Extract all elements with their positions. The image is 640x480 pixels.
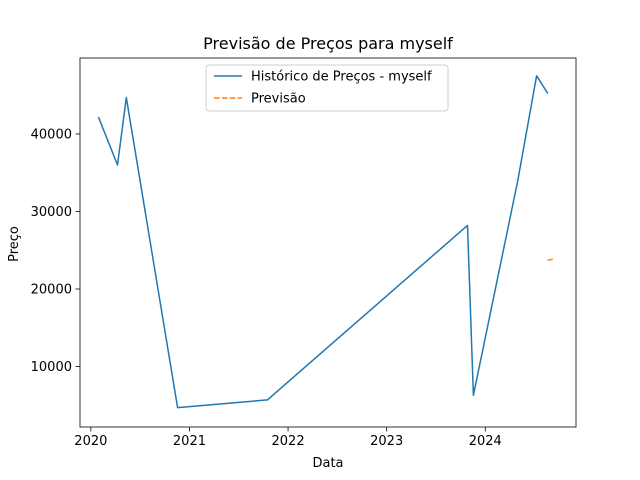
- y-tick-label: 20000: [31, 283, 72, 298]
- legend-label-1: Previsão: [251, 92, 306, 107]
- legend-box: [205, 64, 449, 112]
- plot-area: 2020 2021 2022 2023 2024 10000 20000 30000 40000…: [31, 57, 577, 449]
- legend: Histórico de Preços - myself Previsão: [205, 64, 449, 112]
- x-tick-label: 2022: [272, 434, 305, 449]
- y-tick-label: 30000: [31, 205, 72, 220]
- legend-label-0: Histórico de Preços - myself: [251, 70, 432, 85]
- x-axis-label: Data: [312, 456, 343, 471]
- x-tick-label: 2021: [173, 434, 206, 449]
- axes-frame: [79, 57, 577, 428]
- x-tick-label: 2024: [469, 434, 502, 449]
- series-line-1: [547, 258, 556, 262]
- x-tick-label: 2020: [74, 434, 107, 449]
- y-tick-label: 40000: [31, 127, 72, 142]
- chart-title: Previsão de Preços para myself: [203, 34, 453, 53]
- y-axis-label: Preço: [7, 226, 22, 262]
- series-line-0: [97, 75, 549, 409]
- x-tick-label: 2023: [370, 434, 403, 449]
- y-tick-label: 10000: [31, 360, 72, 375]
